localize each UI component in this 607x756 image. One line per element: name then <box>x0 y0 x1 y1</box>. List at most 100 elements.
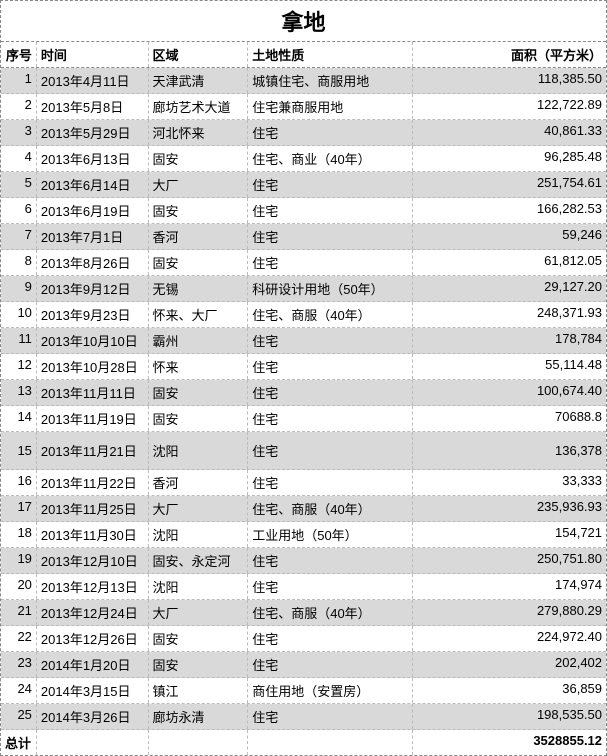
table-row: 202013年12月13日沈阳住宅174,974 <box>1 574 606 600</box>
cell-region: 香河 <box>149 224 249 249</box>
cell-seq: 10 <box>1 302 37 327</box>
table-row: 182013年11月30日沈阳工业用地（50年）154,721 <box>1 522 606 548</box>
cell-type: 住宅 <box>248 574 412 599</box>
cell-type: 商住用地（安置房） <box>248 678 412 703</box>
cell-seq: 20 <box>1 574 37 599</box>
table-row: 22013年5月8日廊坊艺术大道住宅兼商服用地122,722.89 <box>1 94 606 120</box>
table-title: 拿地 <box>1 1 606 42</box>
cell-region: 固安 <box>149 626 249 651</box>
cell-area: 29,127.20 <box>413 276 606 301</box>
cell-seq: 1 <box>1 68 37 93</box>
table-row: 162013年11月22日香河住宅33,333 <box>1 470 606 496</box>
cell-date: 2014年1月20日 <box>37 652 149 677</box>
cell-area: 224,972.40 <box>413 626 606 651</box>
cell-area: 251,754.61 <box>413 172 606 197</box>
cell-date: 2013年12月26日 <box>37 626 149 651</box>
cell-type: 住宅 <box>248 328 412 353</box>
cell-area: 122,722.89 <box>413 94 606 119</box>
table-row: 172013年11月25日大厂住宅、商服（40年）235,936.93 <box>1 496 606 522</box>
cell-region: 天津武清 <box>149 68 249 93</box>
cell-area: 174,974 <box>413 574 606 599</box>
cell-date: 2013年9月23日 <box>37 302 149 327</box>
cell-type: 住宅 <box>248 172 412 197</box>
cell-type: 住宅 <box>248 704 412 729</box>
table-row: 102013年9月23日怀来、大厂住宅、商服（40年）248,371.93 <box>1 302 606 328</box>
cell-seq: 15 <box>1 432 37 469</box>
cell-area: 198,535.50 <box>413 704 606 729</box>
cell-date: 2013年11月19日 <box>37 406 149 431</box>
cell-type: 住宅、商业（40年） <box>248 146 412 171</box>
cell-area: 136,378 <box>413 432 606 469</box>
cell-date: 2013年7月1日 <box>37 224 149 249</box>
cell-seq: 21 <box>1 600 37 625</box>
table-row: 212013年12月24日大厂住宅、商服（40年）279,880.29 <box>1 600 606 626</box>
cell-region: 霸州 <box>149 328 249 353</box>
cell-area: 100,674.40 <box>413 380 606 405</box>
cell-region: 固安 <box>149 380 249 405</box>
total-empty1 <box>37 730 149 755</box>
total-label: 总计 <box>1 730 37 755</box>
cell-seq: 8 <box>1 250 37 275</box>
cell-type: 住宅 <box>248 120 412 145</box>
cell-type: 工业用地（50年） <box>248 522 412 547</box>
cell-type: 住宅 <box>248 432 412 469</box>
cell-date: 2013年5月8日 <box>37 94 149 119</box>
cell-seq: 9 <box>1 276 37 301</box>
cell-region: 大厂 <box>149 172 249 197</box>
cell-date: 2014年3月15日 <box>37 678 149 703</box>
table-row: 192013年12月10日固安、永定河住宅250,751.80 <box>1 548 606 574</box>
cell-region: 怀来、大厂 <box>149 302 249 327</box>
cell-date: 2013年11月25日 <box>37 496 149 521</box>
cell-seq: 7 <box>1 224 37 249</box>
cell-region: 镇江 <box>149 678 249 703</box>
cell-seq: 3 <box>1 120 37 145</box>
col-region: 区域 <box>149 42 249 67</box>
cell-date: 2013年10月10日 <box>37 328 149 353</box>
cell-seq: 11 <box>1 328 37 353</box>
total-value: 3528855.12 <box>413 730 606 755</box>
cell-region: 固安、永定河 <box>149 548 249 573</box>
cell-type: 住宅、商服（40年） <box>248 302 412 327</box>
cell-area: 61,812.05 <box>413 250 606 275</box>
cell-type: 住宅 <box>248 470 412 495</box>
cell-type: 住宅 <box>248 548 412 573</box>
cell-date: 2013年12月13日 <box>37 574 149 599</box>
total-empty3 <box>248 730 412 755</box>
cell-area: 250,751.80 <box>413 548 606 573</box>
cell-type: 住宅、商服（40年） <box>248 496 412 521</box>
cell-type: 住宅 <box>248 224 412 249</box>
cell-seq: 22 <box>1 626 37 651</box>
cell-seq: 2 <box>1 94 37 119</box>
table-row: 92013年9月12日无锡科研设计用地（50年）29,127.20 <box>1 276 606 302</box>
cell-seq: 19 <box>1 548 37 573</box>
cell-date: 2013年6月19日 <box>37 198 149 223</box>
cell-region: 香河 <box>149 470 249 495</box>
cell-area: 154,721 <box>413 522 606 547</box>
table-row: 112013年10月10日霸州住宅178,784 <box>1 328 606 354</box>
cell-seq: 16 <box>1 470 37 495</box>
table-row: 152013年11月21日沈阳住宅136,378 <box>1 432 606 470</box>
cell-region: 大厂 <box>149 600 249 625</box>
cell-seq: 13 <box>1 380 37 405</box>
table-header: 序号 时间 区域 土地性质 面积（平方米） <box>1 42 606 68</box>
cell-region: 河北怀来 <box>149 120 249 145</box>
cell-type: 住宅 <box>248 250 412 275</box>
cell-area: 33,333 <box>413 470 606 495</box>
cell-seq: 25 <box>1 704 37 729</box>
cell-area: 178,784 <box>413 328 606 353</box>
table-row: 142013年11月19日固安住宅70688.8 <box>1 406 606 432</box>
cell-area: 40,861.33 <box>413 120 606 145</box>
cell-seq: 24 <box>1 678 37 703</box>
cell-type: 住宅 <box>248 198 412 223</box>
cell-type: 住宅 <box>248 380 412 405</box>
col-type: 土地性质 <box>248 42 412 67</box>
cell-region: 固安 <box>149 250 249 275</box>
cell-date: 2013年9月12日 <box>37 276 149 301</box>
cell-region: 固安 <box>149 406 249 431</box>
cell-region: 大厂 <box>149 496 249 521</box>
cell-date: 2013年11月22日 <box>37 470 149 495</box>
cell-type: 住宅 <box>248 626 412 651</box>
table-row: 12013年4月11日天津武清城镇住宅、商服用地118,385.50 <box>1 68 606 94</box>
cell-region: 怀来 <box>149 354 249 379</box>
cell-type: 科研设计用地（50年） <box>248 276 412 301</box>
